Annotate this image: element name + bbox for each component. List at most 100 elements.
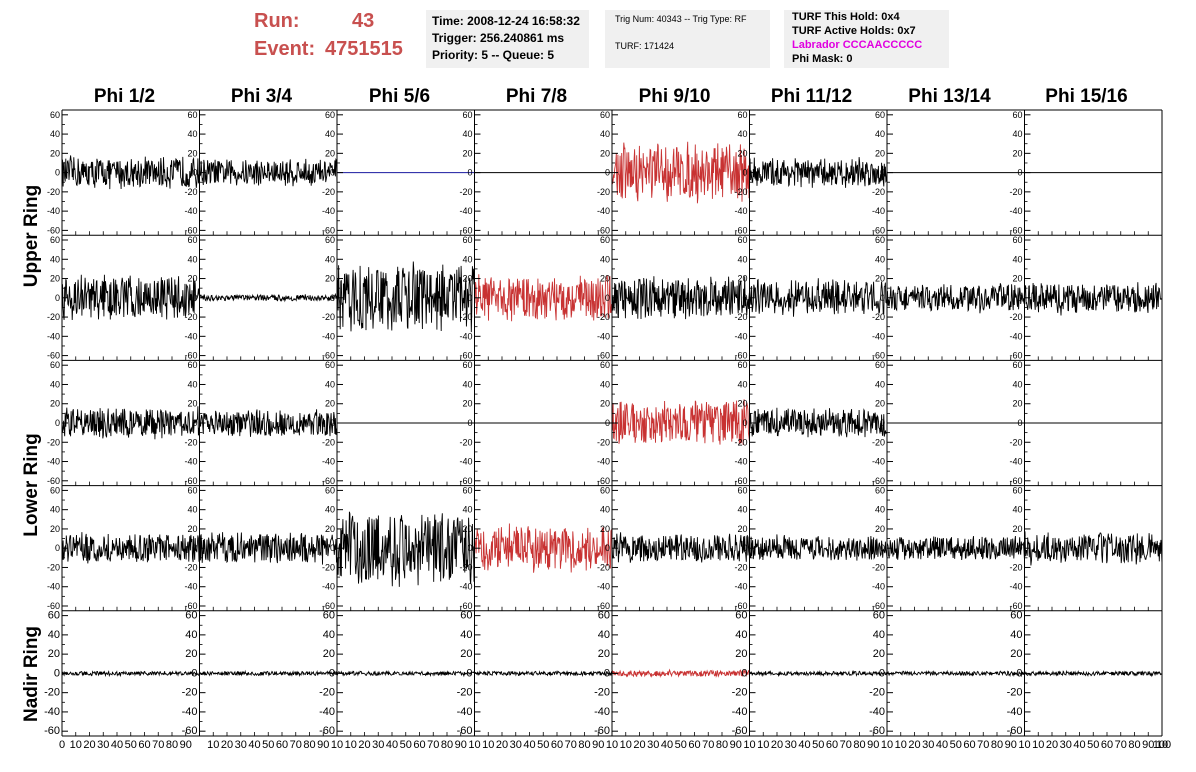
y-tick-label: 20	[1012, 148, 1022, 158]
x-tick-label: 10	[70, 739, 82, 751]
y-tick-label: 60	[600, 485, 610, 495]
y-tick-label: -20	[869, 687, 885, 699]
y-tick-label: 0	[880, 418, 885, 428]
y-tick-label: 0	[880, 293, 885, 303]
x-tick-label: 10	[482, 739, 494, 751]
y-tick-label: 60	[1012, 485, 1022, 495]
x-tick-label: 70	[565, 739, 577, 751]
y-tick-label: -20	[322, 562, 335, 572]
waveform-trace-r1-c3	[474, 274, 613, 322]
y-tick-label: 0	[467, 418, 472, 428]
x-tick-label: 30	[510, 739, 522, 751]
y-tick-label: 60	[875, 485, 885, 495]
x-tick-label: 90	[317, 739, 329, 751]
x-tick-label: 80	[716, 739, 728, 751]
y-tick-label: 0	[192, 543, 197, 553]
y-tick-label: 60	[1010, 610, 1022, 622]
x-tick-label: 20	[83, 739, 95, 751]
y-tick-label: -40	[47, 582, 60, 592]
x-tick-label: 20	[221, 739, 233, 751]
x-tick-label: 30	[647, 739, 659, 751]
y-tick-label: 0	[605, 418, 610, 428]
waveform-trace-r3-c0	[61, 532, 200, 564]
waveform-trace-r3-c7	[1024, 531, 1163, 566]
y-tick-label: -20	[184, 312, 197, 322]
y-tick-label: 40	[1012, 379, 1022, 389]
waveform-trace-r4-c6	[886, 669, 1025, 678]
y-tick-label: 20	[187, 148, 197, 158]
y-tick-label: 60	[185, 610, 197, 622]
x-tick-label: 30	[1060, 739, 1072, 751]
y-tick-label: 60	[600, 360, 610, 370]
column-header-phi-13-14: Phi 13/14	[908, 86, 991, 107]
y-tick-label: 60	[325, 485, 335, 495]
y-tick-label: 40	[462, 379, 472, 389]
y-tick-label: 60	[875, 235, 885, 245]
y-tick-label: -40	[47, 206, 60, 216]
y-tick-label: -60	[47, 225, 60, 235]
y-tick-label: 40	[187, 505, 197, 515]
y-tick-label: 40	[737, 505, 747, 515]
y-tick-label: -20	[184, 562, 197, 572]
y-tick-label: -60	[872, 351, 885, 361]
y-tick-label: 60	[462, 485, 472, 495]
y-tick-label: -40	[734, 457, 747, 467]
y-tick-label: 60	[50, 360, 60, 370]
y-tick-label: -60	[869, 725, 885, 737]
y-tick-label: 20	[325, 148, 335, 158]
y-tick-label: 40	[462, 129, 472, 139]
priority-text: Priority: 5 -- Queue: 5	[432, 48, 555, 62]
waveform-trace-r3-c5	[749, 534, 888, 561]
x-tick-label: 70	[152, 739, 164, 751]
y-tick-label: 20	[875, 148, 885, 158]
y-tick-label: -40	[184, 457, 197, 467]
y-tick-label: -40	[1009, 331, 1022, 341]
y-tick-label: -40	[869, 706, 885, 718]
turf-text: TURF: 171424	[615, 41, 675, 51]
y-tick-label: -20	[44, 687, 60, 699]
y-tick-label: -60	[184, 351, 197, 361]
y-tick-label: 0	[330, 418, 335, 428]
column-header-phi-7-8: Phi 7/8	[505, 86, 568, 107]
y-tick-label: 20	[875, 524, 885, 534]
y-tick-label: 40	[735, 629, 747, 641]
y-tick-label: 40	[325, 129, 335, 139]
y-tick-label: 40	[600, 129, 610, 139]
y-tick-label: -60	[1009, 225, 1022, 235]
column-header-phi-9-10: Phi 9/10	[638, 86, 711, 107]
y-tick-label: 0	[1017, 293, 1022, 303]
y-tick-label: -40	[459, 457, 472, 467]
y-tick-label: 40	[873, 629, 885, 641]
y-tick-label: 20	[185, 648, 197, 660]
y-tick-label: 40	[600, 505, 610, 515]
y-tick-label: 0	[467, 543, 472, 553]
y-tick-label: 40	[875, 505, 885, 515]
y-tick-label: 40	[737, 254, 747, 264]
y-tick-label: -60	[1007, 725, 1023, 737]
y-tick-label: -40	[319, 706, 335, 718]
y-tick-label: 20	[1012, 399, 1022, 409]
x-tick-label: 10	[1156, 739, 1168, 751]
y-tick-label: -20	[47, 437, 60, 447]
time-info-panel: Time: 2008-12-24 16:58:32 Trigger: 256.2…	[426, 10, 589, 68]
y-tick-label: 0	[191, 667, 197, 679]
y-tick-label: 0	[467, 168, 472, 178]
y-tick-label: 60	[737, 110, 747, 120]
y-tick-label: -20	[322, 437, 335, 447]
event-value: 4751515	[325, 38, 403, 60]
labrador-text: Labrador CCCAACCCCC	[792, 39, 923, 51]
x-tick-label: 50	[675, 739, 687, 751]
y-tick-label: 60	[187, 110, 197, 120]
y-tick-label: 40	[737, 129, 747, 139]
y-tick-label: -40	[322, 582, 335, 592]
trigger-text: Trigger: 256.240861 ms	[432, 31, 565, 45]
x-tick-label: 90	[867, 739, 879, 751]
y-tick-label: -60	[597, 601, 610, 611]
x-tick-label: 50	[537, 739, 549, 751]
waveform-trace-r3-c4	[611, 532, 750, 563]
y-tick-label: 20	[737, 274, 747, 284]
y-tick-label: 60	[325, 235, 335, 245]
x-tick-label: 10	[895, 739, 907, 751]
y-tick-label: 40	[50, 505, 60, 515]
trig-info-panel: Trig Num: 40343 -- Trig Type: RF TURF: 1…	[605, 10, 770, 68]
